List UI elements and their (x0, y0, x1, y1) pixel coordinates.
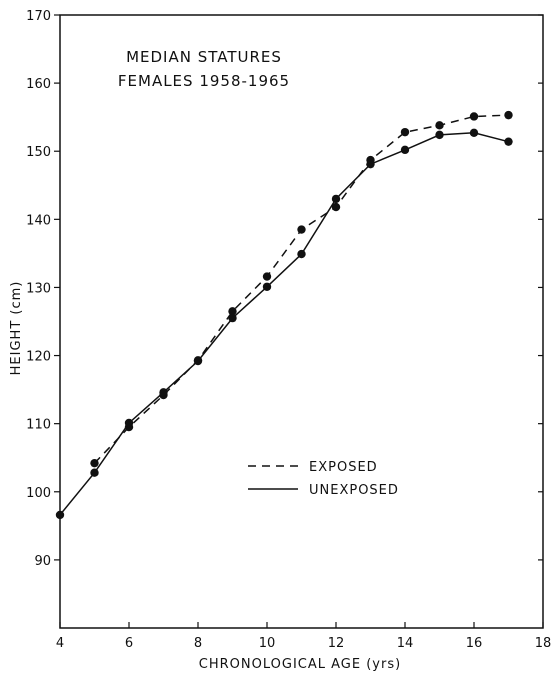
data-point-unexposed (124, 418, 134, 428)
data-point-exposed (504, 110, 513, 120)
data-point-exposed (469, 112, 479, 121)
x-tick-label: 4 (56, 636, 64, 651)
y-tick-label: 100 (26, 486, 51, 501)
data-point-unexposed (504, 137, 513, 146)
data-point-exposed (90, 458, 99, 468)
x-tick-label: 14 (397, 636, 414, 651)
data-point-unexposed (228, 313, 237, 323)
x-tick-label: 6 (125, 636, 133, 651)
chart-title-line-2: FEMALES 1958-1965 (118, 72, 290, 90)
data-point-exposed (435, 121, 444, 130)
data-point-exposed (400, 127, 410, 137)
data-point-unexposed (159, 388, 168, 397)
x-tick-label: 18 (535, 636, 552, 651)
data-point-unexposed (262, 282, 272, 291)
y-tick-label: 170 (26, 9, 51, 24)
series-line-unexposed (59, 132, 509, 516)
y-tick-label: 140 (26, 213, 51, 228)
y-tick-label: 130 (26, 281, 51, 296)
data-point-exposed (297, 225, 306, 234)
data-point-unexposed (90, 468, 99, 477)
legend-label-unexposed: UNEXPOSED (309, 483, 399, 498)
x-tick-label: 12 (328, 636, 345, 651)
data-point-unexposed (400, 145, 410, 155)
legend: EXPOSED UNEXPOSED (248, 460, 399, 498)
y-tick-label: 110 (26, 418, 51, 433)
x-axis-ticks: 4 6 8 10 12 14 16 18 (56, 622, 551, 651)
x-tick-label: 10 (259, 636, 276, 651)
data-point-exposed (331, 202, 341, 212)
data-point-unexposed (331, 194, 341, 204)
legend-label-exposed: EXPOSED (309, 460, 378, 475)
data-point-unexposed (297, 249, 306, 259)
data-point-unexposed (55, 510, 65, 520)
y-tick-label: 150 (26, 145, 51, 160)
data-point-unexposed (193, 356, 203, 366)
chart-title-line-1: MEDIAN STATURES (126, 48, 282, 66)
series-layer (55, 110, 513, 520)
y-axis-label: HEIGHT (cm) (9, 281, 24, 376)
data-point-unexposed (469, 128, 479, 138)
x-axis-label: CHRONOLOGICAL AGE (yrs) (199, 657, 401, 672)
data-point-unexposed (435, 130, 444, 140)
plot-frame (59, 14, 544, 629)
data-point-exposed (262, 272, 272, 281)
y-axis-ticks: 90 100 110 120 130 140 150 160 170 (26, 9, 543, 569)
data-point-unexposed (366, 159, 375, 169)
x-tick-label: 16 (466, 636, 483, 651)
y-tick-label: 90 (34, 554, 51, 569)
data-point-exposed (228, 307, 237, 316)
x-tick-label: 8 (194, 636, 202, 651)
y-tick-label: 120 (26, 350, 51, 365)
y-tick-label: 160 (26, 77, 51, 92)
series-line-exposed (93, 114, 509, 464)
